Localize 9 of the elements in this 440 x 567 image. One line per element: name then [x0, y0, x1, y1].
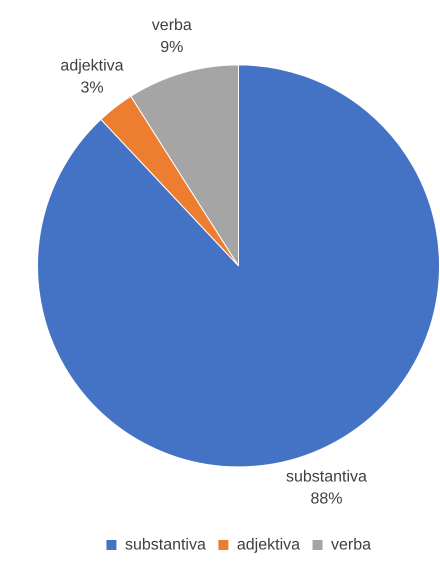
- legend-label: verba: [331, 536, 372, 554]
- slice-label: verba: [152, 16, 192, 34]
- legend-label: substantiva: [124, 536, 206, 554]
- slice-label: substantiva: [286, 468, 368, 486]
- slice-label: adjektiva: [60, 57, 124, 74]
- data-label: 9%: [160, 38, 184, 56]
- data-label: 3%: [80, 79, 104, 96]
- data-label: 88%: [310, 490, 342, 508]
- legend-label: adjektiva: [236, 536, 300, 554]
